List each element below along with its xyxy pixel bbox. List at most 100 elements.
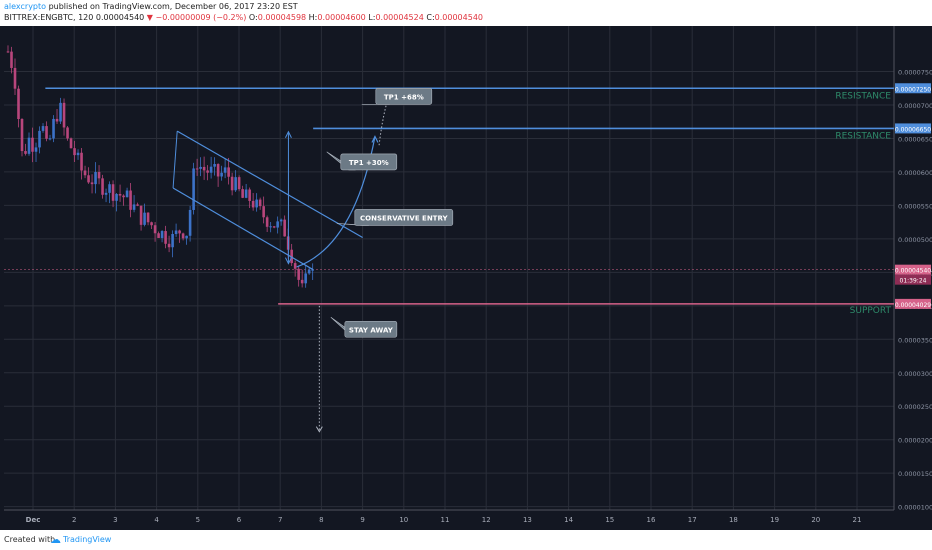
x-tick-label: 19	[770, 516, 779, 524]
candle-body	[125, 190, 129, 198]
candle-body	[45, 126, 48, 139]
target-arrow-down-head	[284, 257, 292, 265]
candle-body	[213, 164, 216, 167]
close-value: 0.00004540	[434, 13, 483, 22]
candle-body	[146, 212, 150, 223]
low-label: L:	[365, 13, 376, 22]
candle-body	[174, 230, 178, 234]
x-tick-label: 12	[482, 516, 491, 524]
candle-body	[262, 206, 265, 218]
candles-group	[6, 45, 314, 288]
low-value: 0.00004524	[375, 13, 424, 22]
candle-body	[143, 212, 146, 225]
publish-line: alexcrypto published on TradingView.com,…	[4, 2, 298, 12]
footer: Created with ☁ TradingView	[0, 530, 932, 550]
candle-body	[171, 233, 174, 248]
chart-header: alexcrypto published on TradingView.com,…	[0, 0, 932, 26]
candle-body	[178, 230, 181, 234]
candle-body	[104, 192, 108, 195]
candle-body	[90, 182, 94, 185]
candle-body	[87, 175, 90, 183]
candle-body	[276, 221, 279, 228]
candle-body	[244, 189, 248, 198]
callout-box	[344, 320, 398, 338]
callout-text: STAY AWAY	[349, 326, 394, 334]
candle-body	[167, 243, 171, 248]
resistance-price-text: 0.00006650	[895, 126, 931, 133]
x-tick-label: 14	[564, 516, 573, 524]
candle-body	[122, 195, 125, 198]
candle-body	[76, 152, 80, 156]
candle-body	[181, 233, 185, 239]
callout-box	[340, 153, 398, 171]
current-price-tag	[895, 264, 931, 275]
callout-text: TP1 +68%	[384, 93, 424, 101]
publish-info: published on TradingView.com, December 0…	[46, 2, 298, 11]
candle-body	[269, 226, 272, 228]
candle-body	[272, 226, 276, 228]
candle-body	[234, 177, 237, 191]
high-label: H:	[306, 13, 318, 22]
candle-body	[55, 118, 59, 122]
resistance-label: RESISTANCE	[835, 131, 891, 141]
candle-body	[111, 184, 115, 201]
candle-body	[129, 190, 132, 210]
candle-body	[258, 199, 262, 207]
countdown-text: 01:39:24	[900, 278, 927, 285]
candle-body	[80, 152, 83, 171]
candle-body	[230, 176, 234, 191]
x-tick-label: 4	[154, 516, 159, 524]
candle-body	[283, 219, 286, 237]
candle-body	[20, 119, 24, 152]
candle-body	[304, 273, 307, 284]
open-value: 0.00004598	[257, 13, 307, 22]
candle-body	[69, 138, 73, 149]
x-tick-label: 18	[729, 516, 738, 524]
candle-body	[73, 148, 76, 156]
channel-upper-line	[176, 130, 363, 239]
x-tick-label: 6	[237, 516, 242, 524]
candle-body	[199, 166, 202, 169]
resistance-label: RESISTANCE	[835, 91, 891, 101]
tradingview-brand-link[interactable]: TradingView	[63, 535, 112, 544]
price-change: ▼ −0.00000009 (−0.2%)	[146, 13, 247, 22]
candle-body	[297, 268, 300, 280]
candle-body	[195, 168, 199, 170]
candle-body	[202, 166, 206, 171]
x-tick-label: 21	[853, 516, 862, 524]
candle-body	[27, 137, 31, 154]
candle-body	[248, 189, 251, 201]
candle-body	[66, 127, 69, 139]
x-tick-label: 5	[196, 516, 200, 524]
candle-body	[188, 209, 192, 236]
candle-body	[153, 225, 157, 234]
callout-box	[375, 87, 433, 105]
current-price-text: 0.00004540	[895, 268, 931, 275]
candle-body	[255, 199, 258, 208]
candle-body	[97, 172, 101, 179]
countdown-tag	[895, 274, 931, 285]
support-price-tag	[895, 298, 931, 309]
candle-body	[160, 231, 164, 238]
candle-body	[38, 130, 41, 148]
author-link[interactable]: alexcrypto	[4, 2, 47, 11]
y-tick-label: 0.00001000	[898, 504, 932, 512]
candle-body	[34, 147, 38, 152]
open-label: O:	[246, 13, 258, 22]
candle-body	[216, 164, 220, 177]
candle-body	[6, 51, 10, 53]
x-tick-label: 15	[605, 516, 614, 524]
candle-body	[185, 235, 188, 239]
candle-body	[13, 67, 17, 89]
candle-body	[223, 167, 227, 173]
x-tick-label: 9	[360, 516, 364, 524]
support-label: SUPPORT	[850, 306, 892, 316]
candle-body	[83, 170, 87, 176]
candle-body	[10, 51, 13, 68]
